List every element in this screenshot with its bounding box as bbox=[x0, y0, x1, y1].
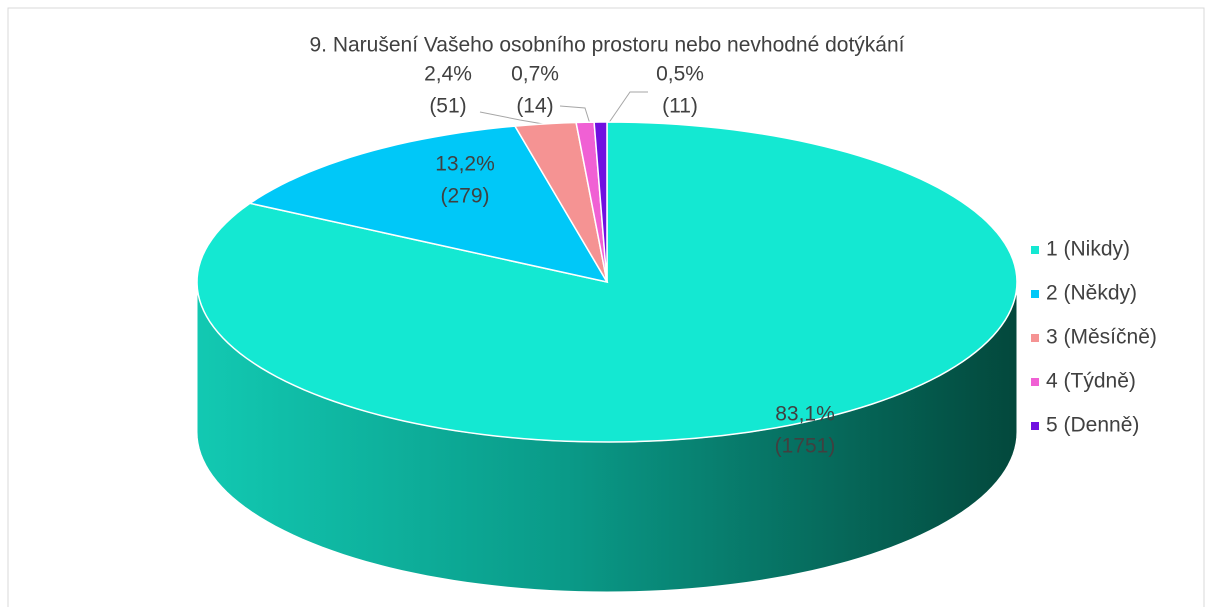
data-label-count: (11) bbox=[662, 95, 698, 118]
data-label: 13,2% bbox=[435, 153, 495, 176]
leader-line bbox=[559, 105, 591, 125]
legend-swatch bbox=[1031, 378, 1039, 386]
legend-swatch bbox=[1031, 290, 1039, 298]
legend-label: 3 (Měsíčně) bbox=[1046, 326, 1157, 349]
data-label-count: (1751) bbox=[775, 435, 836, 458]
data-label: 0,5% bbox=[656, 63, 704, 86]
pie-slice bbox=[513, 121, 608, 283]
chart-title: 9. Narušení Vašeho osobního prostoru neb… bbox=[309, 34, 904, 57]
data-label: 83,1% bbox=[775, 403, 835, 426]
data-label-count: (51) bbox=[429, 95, 466, 118]
data-label-count: (14) bbox=[516, 95, 553, 118]
pie-slice bbox=[593, 121, 608, 283]
legend-swatch bbox=[1031, 246, 1039, 254]
data-label-count: (279) bbox=[440, 185, 489, 208]
legend-label: 5 (Denně) bbox=[1046, 414, 1139, 437]
legend-label: 2 (Někdy) bbox=[1046, 282, 1137, 305]
leader-line bbox=[607, 91, 648, 125]
legend-swatch bbox=[1031, 422, 1039, 430]
pie-slice bbox=[248, 125, 609, 284]
legend-label: 4 (Týdně) bbox=[1046, 370, 1136, 393]
legend-label: 1 (Nikdy) bbox=[1046, 238, 1130, 261]
data-label: 0,7% bbox=[511, 63, 559, 86]
legend-swatch bbox=[1031, 334, 1039, 342]
data-label: 2,4% bbox=[424, 63, 472, 86]
